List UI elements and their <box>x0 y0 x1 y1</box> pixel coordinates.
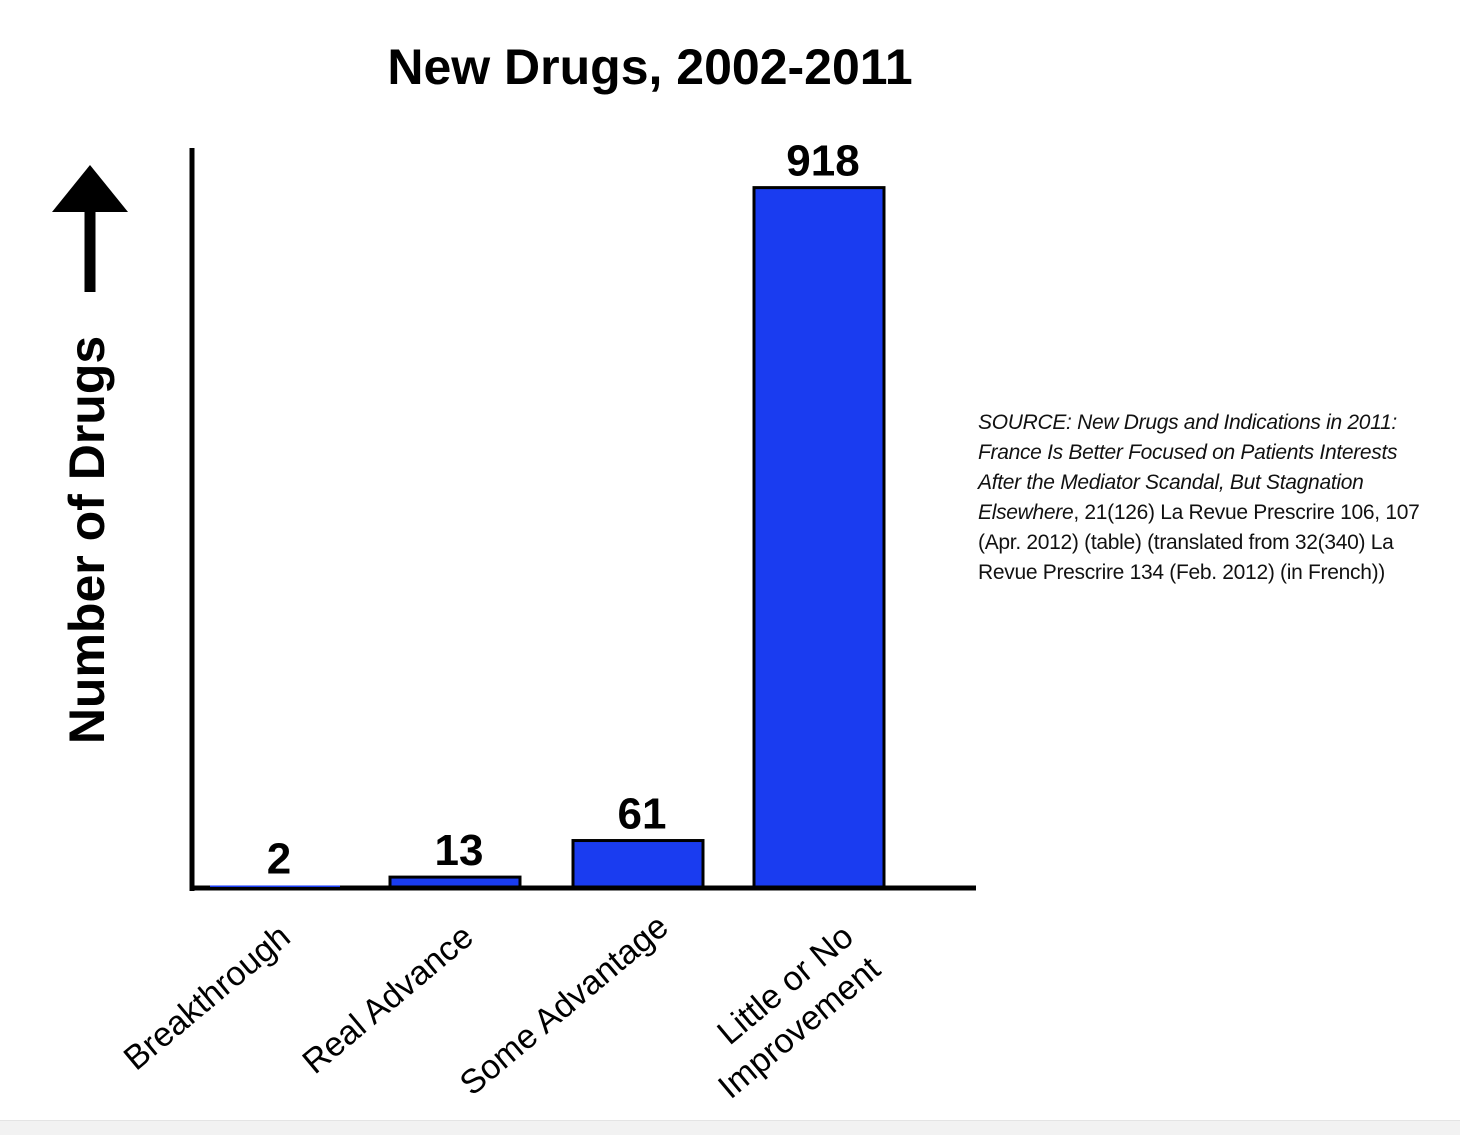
data-label: 13 <box>435 826 484 875</box>
y-axis-arrow <box>52 165 128 292</box>
bars-layer <box>210 186 886 889</box>
data-labels-layer: 2 13 61 918 <box>267 137 860 884</box>
data-label: 2 <box>267 834 291 883</box>
bar-breakthrough <box>210 885 340 887</box>
bottom-strip <box>0 1120 1460 1135</box>
data-label: 918 <box>786 137 859 186</box>
category-label-line: Some Advantage <box>453 907 676 1103</box>
source-title: SOURCE: New Drugs and Indications in 201… <box>978 411 1398 524</box>
category-label-line: Real Advance <box>295 917 480 1081</box>
category-label: Little or NoImprovement <box>684 917 888 1106</box>
category-label-line: Breakthrough <box>117 917 298 1077</box>
y-axis-label: Number of Drugs <box>59 336 115 744</box>
data-label: 61 <box>618 790 667 839</box>
bar-some-advantage <box>571 839 705 889</box>
source-note: SOURCE: New Drugs and Indications in 201… <box>978 408 1428 588</box>
category-label: Real Advance <box>295 917 480 1081</box>
category-label: Breakthrough <box>117 917 298 1077</box>
bar-real-advance <box>388 875 522 889</box>
bar-little-or-no-improvement <box>752 186 886 889</box>
chart-title: New Drugs, 2002-2011 <box>387 39 912 95</box>
category-label: Some Advantage <box>453 907 676 1103</box>
source-citation: , 21(126) La Revue Prescrire 106, 107 (A… <box>978 501 1420 584</box>
